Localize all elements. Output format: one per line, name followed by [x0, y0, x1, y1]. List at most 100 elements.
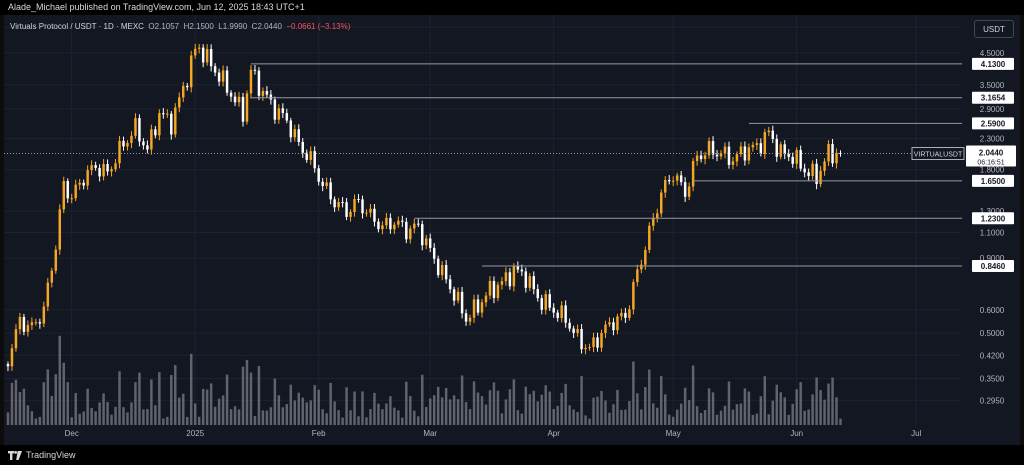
y-tick-label: 0.4200 — [980, 351, 1005, 360]
candle-body — [373, 208, 376, 222]
candle-body — [10, 348, 14, 367]
candle-body — [34, 322, 38, 324]
candle-body — [508, 272, 512, 287]
close-label: C — [251, 22, 258, 31]
volume-bar — [241, 366, 245, 425]
level-label: 4.1300 — [981, 60, 1006, 69]
volume-bar — [70, 417, 73, 425]
candle-body — [496, 284, 500, 299]
candle-body — [512, 265, 516, 287]
volume-bar — [735, 404, 739, 425]
candle-body — [751, 144, 755, 148]
volume-bar — [488, 390, 492, 425]
level-label-box — [972, 212, 1014, 225]
currency-button[interactable]: USDT — [974, 20, 1014, 38]
candle-body — [536, 289, 540, 299]
candle-body — [632, 282, 635, 310]
low-label: L — [218, 22, 223, 31]
level-label-box — [972, 117, 1014, 130]
candle-body — [118, 140, 121, 164]
candle-body — [193, 48, 197, 56]
volume-bar — [604, 400, 607, 425]
volume-bar — [428, 398, 432, 425]
volume-bar — [552, 409, 555, 425]
candle-body — [835, 152, 838, 164]
volume-bar — [317, 389, 320, 425]
volume-bar — [620, 409, 623, 425]
volume-bar — [301, 397, 304, 425]
volume-bar — [134, 382, 137, 425]
volume-bar — [289, 384, 293, 425]
volume-bar — [560, 392, 563, 425]
volume-bar — [130, 402, 133, 425]
candle-body — [205, 48, 209, 63]
volume-bar — [54, 374, 58, 425]
y-tick-label: 0.5000 — [980, 329, 1005, 338]
y-tick-label: 2.9000 — [980, 105, 1005, 114]
volume-bar — [182, 393, 185, 425]
volume-bar — [695, 406, 699, 425]
candle-body — [166, 113, 169, 115]
volume-bar — [357, 416, 360, 425]
volume-bar — [237, 409, 241, 425]
volume-bar — [719, 410, 723, 425]
candle-body — [285, 113, 289, 121]
volume-bar — [154, 405, 157, 425]
candle-body — [823, 161, 826, 171]
candle-body — [341, 202, 344, 204]
volume-bar — [644, 386, 647, 425]
volume-bar — [783, 397, 786, 425]
chart-area[interactable]: 5.50004.50003.50002.90002.30001.80001.30… — [4, 15, 1020, 445]
candle-body — [249, 69, 253, 94]
volume-bar — [166, 416, 169, 425]
candle-body — [38, 322, 42, 324]
volume-bar — [58, 335, 62, 425]
candle-body — [568, 322, 571, 329]
volume-bar — [675, 409, 679, 425]
candle-body — [245, 93, 249, 122]
volume-bar — [656, 407, 659, 425]
candle-body — [142, 141, 145, 146]
volume-bar — [158, 372, 161, 425]
level-label: 1.2300 — [981, 214, 1006, 223]
volume-bar — [520, 413, 524, 425]
volume-bar — [333, 401, 336, 425]
candle-body — [150, 129, 153, 150]
candle-body — [393, 224, 396, 230]
candle-body — [233, 96, 237, 103]
candle-body — [719, 153, 723, 157]
volume-bar — [249, 372, 253, 425]
candle-body — [791, 156, 794, 164]
candle-body — [492, 280, 496, 299]
volume-bar — [361, 391, 364, 425]
candle-body — [257, 70, 261, 96]
volume-bar — [775, 384, 779, 425]
last-price-value: 2.0440 — [979, 149, 1004, 158]
candle-body — [114, 163, 117, 170]
volume-bar — [313, 385, 316, 425]
candle-body — [22, 316, 26, 332]
volume-bar — [78, 413, 81, 425]
candle-body — [436, 258, 440, 276]
candle-body — [134, 118, 137, 136]
candle-body — [827, 143, 830, 162]
candle-body — [540, 298, 543, 310]
candle-body — [723, 146, 727, 154]
candle-body — [488, 280, 492, 296]
candle-body — [417, 223, 420, 225]
candle-body — [261, 91, 265, 96]
tradingview-brand[interactable]: TradingView — [8, 450, 76, 460]
volume-bar — [759, 396, 763, 425]
candle-body — [301, 141, 304, 153]
candle-body — [229, 92, 233, 97]
candle-body — [504, 272, 508, 282]
candle-body — [811, 163, 814, 177]
volume-bar — [787, 414, 790, 425]
y-tick-label: 1.3000 — [980, 207, 1005, 216]
volume-bar — [193, 403, 197, 425]
price-chart[interactable]: 5.50004.50003.50002.90002.30001.80001.30… — [4, 15, 1020, 445]
candle-body — [397, 220, 400, 225]
candle-body — [428, 238, 432, 248]
candle-body — [106, 164, 109, 172]
volume-bar — [329, 382, 332, 425]
